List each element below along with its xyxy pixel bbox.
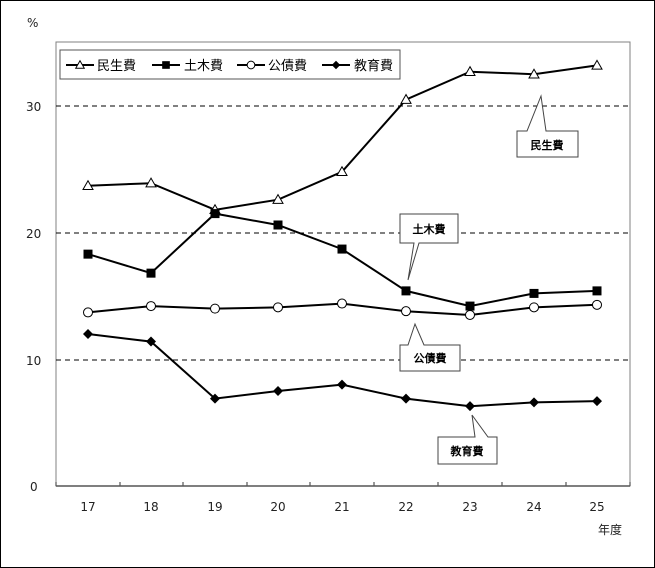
y-tick-label-10: 10 <box>26 354 41 368</box>
diamond-marker-icon <box>337 379 347 390</box>
x-tick-label: 17 <box>80 500 95 514</box>
square-marker-icon <box>210 209 220 219</box>
diamond-marker-icon <box>401 393 411 404</box>
diamond-marker-icon <box>331 60 341 70</box>
series-line <box>83 298 602 320</box>
gridlines <box>56 105 630 361</box>
y-tick-label-0: 0 <box>30 480 38 494</box>
square-marker-icon <box>465 301 475 311</box>
diamond-marker-icon <box>273 385 283 396</box>
callout-doboku: 土木費 <box>399 213 459 281</box>
circle-marker-icon <box>146 301 156 312</box>
plot-area <box>55 41 631 487</box>
x-axis-labels: 17 18 19 20 21 22 23 24 25 <box>80 500 604 514</box>
triangle-marker-icon <box>82 179 94 190</box>
y-axis-unit: % <box>27 16 38 30</box>
legend-label-kyoiku: 教育費 <box>354 58 393 74</box>
triangle-marker-icon <box>145 177 157 188</box>
diamond-marker-icon <box>146 336 156 347</box>
callout-label: 教育費 <box>450 444 484 458</box>
legend-label-doboku: 土木費 <box>184 59 223 74</box>
callout-minsei: 民生費 <box>516 94 579 158</box>
legend-label-kosai: 公債費 <box>268 59 307 74</box>
circle-marker-icon <box>210 303 220 314</box>
square-marker-icon <box>83 249 93 259</box>
x-axis-ticks <box>55 482 631 487</box>
x-tick-label: 20 <box>270 500 285 514</box>
triangle-marker-icon <box>336 165 348 177</box>
diamond-marker-icon <box>592 396 602 407</box>
triangle-marker-icon <box>272 193 284 204</box>
circle-marker-icon <box>529 302 539 313</box>
triangle-marker-icon <box>464 65 476 76</box>
triangle-marker-icon <box>74 59 86 69</box>
triangle-marker-icon <box>400 93 412 104</box>
square-marker-icon <box>337 244 347 254</box>
x-tick-label: 21 <box>334 500 349 514</box>
series-line <box>83 328 602 412</box>
circle-marker-icon <box>337 298 347 309</box>
circle-marker-icon <box>465 309 475 320</box>
square-marker-icon <box>146 268 156 278</box>
circle-marker-icon <box>246 60 256 70</box>
square-marker-icon <box>162 61 170 69</box>
x-tick-label: 19 <box>207 500 222 514</box>
series-line <box>83 209 602 311</box>
diamond-marker-icon <box>529 397 539 408</box>
legend-label-minsei: 民生費 <box>97 59 136 74</box>
y-tick-label-30: 30 <box>26 100 41 114</box>
callout-label: 民生費 <box>531 138 564 152</box>
callout-kosai: 公債費 <box>399 322 461 372</box>
x-tick-label: 18 <box>143 500 158 514</box>
legend: 民生費 土木費 公債費 教育費 <box>59 49 401 80</box>
x-tick-label: 24 <box>526 500 541 514</box>
circle-marker-icon <box>401 306 411 317</box>
triangle-marker-icon <box>591 59 603 70</box>
square-marker-icon <box>529 288 539 298</box>
callout-label: 土木費 <box>413 222 446 236</box>
callout-label: 公債費 <box>414 351 447 365</box>
circle-marker-icon <box>592 299 602 310</box>
x-tick-label: 25 <box>589 500 604 514</box>
series-layer <box>82 59 603 412</box>
square-marker-icon <box>273 220 283 230</box>
triangle-marker-icon <box>528 68 540 79</box>
callout-kyoiku: 教育費 <box>437 414 498 465</box>
diamond-marker-icon <box>83 328 93 339</box>
x-tick-label: 22 <box>398 500 413 514</box>
x-tick-label: 23 <box>462 500 477 514</box>
square-marker-icon <box>592 286 602 296</box>
square-marker-icon <box>401 286 411 296</box>
circle-marker-icon <box>83 307 93 318</box>
circle-marker-icon <box>273 302 283 313</box>
x-axis-unit: 年度 <box>598 522 622 537</box>
diamond-marker-icon <box>210 393 220 404</box>
y-tick-label-20: 20 <box>26 227 41 241</box>
diamond-marker-icon <box>465 401 475 412</box>
series-line <box>82 59 603 215</box>
